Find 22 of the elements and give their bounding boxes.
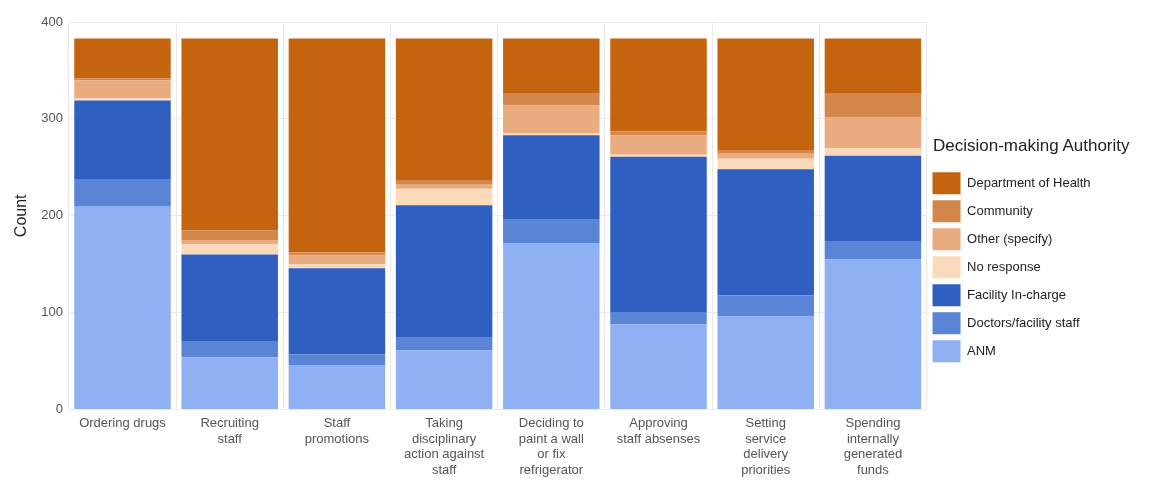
x-tick-label: Staff promotions — [304, 414, 370, 446]
legend-label: Other (specify) — [967, 230, 1053, 246]
x-tick-label: Spending internally generated funds — [843, 414, 903, 477]
legend-label: No response — [967, 258, 1041, 274]
x-tick-label: Taking disciplinary action against staff — [403, 414, 485, 477]
x-tick-label: Deciding to paint a wall or fix refrigerator — [518, 414, 584, 477]
legend-label: Facility In-charge — [967, 286, 1067, 302]
y-tick-label: 400 — [41, 13, 63, 29]
y-axis-title: Count — [12, 193, 30, 238]
x-tick-label: Ordering drugs — [79, 414, 167, 430]
x-tick-label: Recruiting staff — [200, 414, 259, 446]
legend-label: ANM — [967, 342, 996, 358]
y-tick-label: 100 — [41, 304, 63, 320]
y-tick-label: 200 — [41, 207, 63, 223]
legend-label: Department of Health — [967, 174, 1091, 190]
y-tick-label: 300 — [41, 110, 63, 126]
legend-label: Community — [967, 202, 1034, 218]
legend-label: Doctors/facility staff — [967, 314, 1080, 330]
y-tick-label: 0 — [55, 401, 63, 417]
x-tick-label: Approving staff absenses — [616, 414, 701, 446]
legend-title: Decision-making Authority — [933, 135, 1131, 155]
x-tick-label: Setting service delivery priorities — [741, 414, 791, 477]
